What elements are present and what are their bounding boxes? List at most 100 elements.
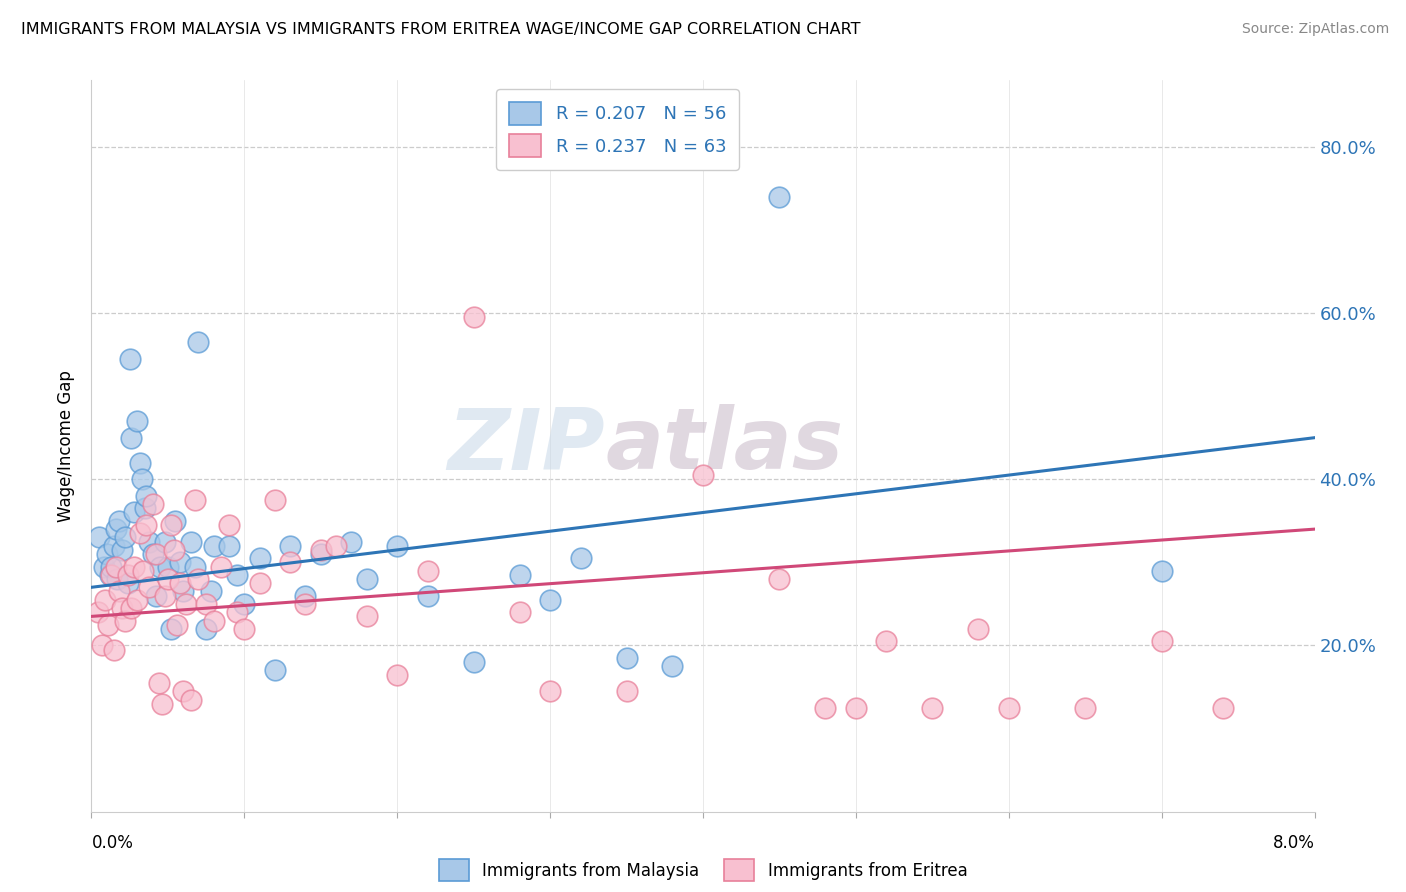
Point (117, 576, 139, 591)
Point (103, 539, 125, 553)
Point (294, 589, 316, 603)
Point (160, 622, 183, 636)
Point (875, 634, 897, 648)
Point (122, 559, 145, 574)
Point (1150, 564, 1173, 578)
Point (385, 667, 409, 681)
Point (108, 514, 131, 528)
Point (463, 655, 485, 669)
Point (218, 539, 240, 553)
Point (160, 518, 183, 533)
Point (153, 589, 176, 603)
Point (108, 584, 131, 599)
Point (209, 559, 232, 574)
Point (138, 580, 160, 594)
Point (127, 592, 149, 607)
Point (538, 684, 561, 698)
Point (131, 472, 153, 486)
Point (340, 534, 363, 549)
Point (294, 597, 316, 611)
Point (692, 468, 714, 483)
Text: 8.0%: 8.0% (1272, 834, 1315, 852)
Point (278, 539, 301, 553)
Text: 0.0%: 0.0% (91, 834, 134, 852)
Point (111, 601, 134, 615)
Point (120, 431, 142, 445)
Point (118, 351, 141, 366)
Point (1212, 701, 1234, 715)
Point (105, 572, 128, 586)
Point (233, 597, 256, 611)
Point (117, 567, 139, 582)
Point (180, 692, 202, 706)
Point (616, 651, 638, 665)
Point (114, 614, 136, 628)
Point (166, 617, 188, 632)
Point (132, 564, 155, 578)
Point (86, 605, 108, 619)
Point (169, 576, 191, 591)
Point (225, 567, 247, 582)
Point (184, 493, 207, 508)
Point (165, 514, 187, 528)
Point (150, 697, 173, 711)
Point (156, 559, 179, 574)
Point (127, 414, 149, 428)
Point (509, 605, 531, 619)
Point (145, 589, 167, 603)
Point (356, 572, 378, 586)
Point (134, 501, 156, 516)
Point (97, 617, 120, 632)
Point (538, 592, 561, 607)
Point (845, 701, 868, 715)
Point (416, 589, 439, 603)
Point (187, 335, 209, 350)
Legend: Immigrants from Malaysia, Immigrants from Eritrea: Immigrants from Malaysia, Immigrants fro… (432, 853, 974, 888)
Point (385, 539, 409, 553)
Y-axis label: Wage/Income Gap: Wage/Income Gap (58, 370, 76, 522)
Point (463, 310, 485, 325)
Point (98, 567, 121, 582)
Text: Source: ZipAtlas.com: Source: ZipAtlas.com (1241, 22, 1389, 37)
Point (187, 572, 209, 586)
Point (416, 564, 439, 578)
Point (120, 601, 142, 615)
Point (200, 584, 222, 599)
Point (195, 622, 218, 636)
Point (233, 622, 256, 636)
Point (100, 559, 122, 574)
Point (768, 572, 790, 586)
Point (96, 547, 118, 561)
Point (135, 489, 157, 503)
Point (309, 542, 332, 557)
Point (264, 664, 287, 678)
Point (249, 551, 271, 566)
Point (138, 534, 160, 549)
Point (91, 639, 114, 653)
Point (94, 592, 117, 607)
Point (174, 597, 197, 611)
Point (309, 547, 332, 561)
Point (135, 518, 157, 533)
Text: ZIP: ZIP (447, 404, 605, 488)
Point (103, 642, 125, 657)
Point (509, 567, 531, 582)
Point (616, 684, 638, 698)
Point (202, 539, 225, 553)
Point (768, 189, 790, 203)
Point (129, 456, 152, 470)
Point (87, 530, 110, 544)
Point (184, 559, 207, 574)
Point (180, 534, 202, 549)
Point (249, 576, 271, 591)
Point (225, 605, 247, 619)
Point (1074, 701, 1097, 715)
Point (111, 542, 134, 557)
Point (278, 555, 301, 569)
Point (569, 551, 592, 566)
Point (195, 597, 218, 611)
Point (104, 559, 127, 574)
Point (100, 567, 122, 582)
Point (153, 534, 176, 549)
Point (104, 522, 127, 536)
